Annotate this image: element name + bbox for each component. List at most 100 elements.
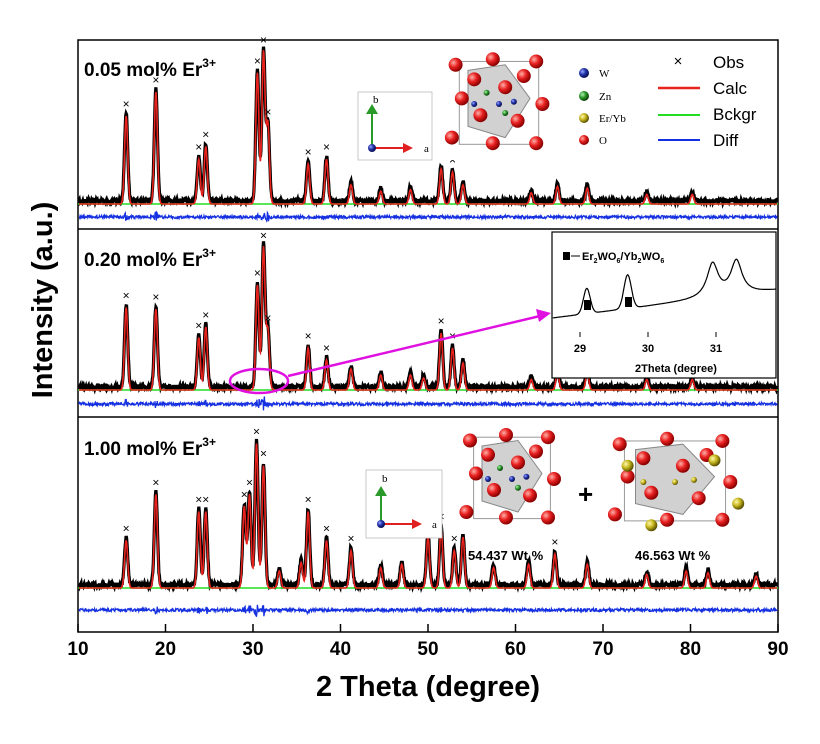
y-axis-title: Intensity (a.u.) [27,202,59,399]
oxygen-atom [691,491,706,506]
axis-triad-1: b a [357,91,433,161]
x-tick-label-40: 40 [330,639,351,660]
panel-1-obs-marker-7: × [305,145,312,159]
w-atom [510,98,517,105]
oxygen-atom [499,428,513,442]
panel-2-obs-marker-7: × [305,329,312,343]
zn-atom [515,484,521,491]
oxygen-atom [675,458,690,473]
x-tick-label-50: 50 [417,639,438,660]
atom-zn-label: Zn [599,91,612,103]
oxygen-atom [516,69,531,83]
oxygen-atom [607,507,622,522]
panel-2-obs-marker-5: × [260,229,267,243]
inset-marker-1 [584,300,591,310]
crystal-structure-znwo4-1 [437,48,561,160]
panel-2-obs-marker-3: × [202,308,209,322]
legend-diff-label: Diff [713,131,738,150]
w-atom [496,101,502,107]
axis-a-label-1: a [424,143,429,155]
oxygen-atom [529,54,544,69]
oxygen-atom [448,57,463,72]
legend-obs-marker: × [674,53,683,70]
oxygen-atom [529,136,544,151]
panel-3-obs-marker-10: × [305,493,312,507]
oxygen-atom [715,433,730,448]
atom-w-icon [579,68,589,78]
oxygen-atom [463,433,477,448]
panel-3-obs-marker-12: × [347,532,354,546]
axis-triad-3: b a [365,469,443,539]
panel-1-diff-trace [78,210,778,223]
oxygen-atom [541,430,555,445]
oxygen-atom [660,512,675,527]
inset-marker-2 [625,297,632,307]
panel-2-obs-marker-0: × [123,289,130,303]
panel-1-obs-marker-4: × [254,54,261,68]
panel-3-obs-marker-5: × [246,476,253,490]
panel-3-obs-marker-0: × [123,521,130,535]
oxygen-atom [444,130,459,145]
er-yb-atom [640,479,647,485]
panel-2-calc-trace [78,246,778,391]
phase-2-fraction: 46.563 Wt % [635,548,711,563]
inset-tick-29: 29 [574,343,586,355]
er-yb-atom [621,459,634,472]
w-atom [485,476,491,482]
panel-3-obs-marker-1: × [152,476,159,490]
oxygen-atom [485,136,500,151]
er-yb-atom [645,519,658,532]
inset-tick-30: 30 [642,343,654,355]
oxygen-atom [612,437,627,452]
panel-3-diff-trace [78,604,778,618]
panel-2-obs-marker-6: × [264,311,271,325]
panel-2-obs-marker-8: × [323,341,330,355]
oxygen-atom [723,475,738,489]
panel-1-superscript: 3+ [202,56,216,70]
oxygen-atom [469,466,483,481]
panel-1-label: 0.05 mol% Er3+ [84,56,216,81]
legend-obs-label: Obs [713,53,744,72]
er-yb-atom [732,497,745,510]
oxygen-atom [547,472,561,486]
oxygen-atom [660,431,675,446]
panel-3-superscript: 3+ [202,435,216,449]
oxygen-atom [467,72,482,87]
atom-legend: W Zn Er/Yb O [579,68,626,147]
oxygen-atom [487,483,501,497]
axis-b-label-3: b [382,473,388,485]
oxygen-atom [715,512,730,527]
panel-3-obs-marker-6: × [253,425,260,439]
inset-marker-legend [563,252,570,260]
panel-1-obs-marker-6: × [264,105,271,119]
panel-1-obs-marker-8: × [323,140,330,154]
atom-er-yb-label: Er/Yb [599,113,626,125]
panel-3-obs-marker-2: × [195,493,202,507]
oxygen-atom [499,510,513,525]
panel-1-obs-marker-0: × [123,97,130,111]
axis-b-label-1: b [373,94,379,106]
er-yb-atom [672,479,678,485]
panel-1-obs-marker-3: × [202,127,209,141]
panel-2-label: 0.20 mol% Er3+ [84,246,216,271]
panel-2-superscript: 3+ [202,246,216,260]
panel-2-obs-marker-13: × [438,314,445,328]
oxygen-atom [485,52,500,67]
panel-3-label: 1.00 mol% Er3+ [84,435,216,460]
oxygen-atom [459,505,474,519]
er-yb-atom [690,476,697,483]
oxygen-atom [498,80,513,95]
oxygen-atom [620,469,635,484]
panel-1-calc-trace [78,50,778,205]
oxygen-atom [529,444,543,459]
zn-atom [497,465,503,471]
panel-1-obs-marker-2: × [195,140,202,154]
panel-3-obs-marker-21: × [551,535,558,549]
w-atom [523,473,530,480]
zoom-arrow [287,314,541,378]
legend-bckgr-label: Bckgr [713,105,757,124]
panel-1-obs-marker-1: × [152,73,159,87]
crystal-structure-znwo4-2 [452,424,572,534]
zoom-ellipse [228,367,290,395]
